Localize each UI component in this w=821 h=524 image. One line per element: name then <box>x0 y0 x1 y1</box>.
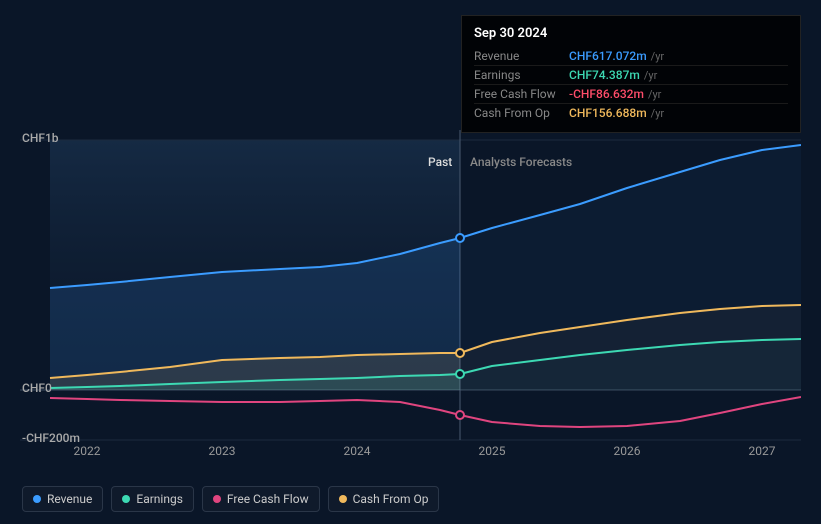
tooltip-date: Sep 30 2024 <box>474 26 788 41</box>
tooltip-metric-value: -CHF86.632m <box>569 87 644 101</box>
tooltip-metric-unit: /yr <box>651 107 664 120</box>
tooltip-metric-value: CHF74.387m <box>569 68 640 82</box>
y-axis-label: -CHF200m <box>22 431 80 445</box>
tooltip-metric-label: Revenue <box>474 49 569 63</box>
x-axis-label: 2025 <box>479 444 506 458</box>
series-marker <box>455 348 465 358</box>
legend-dot-icon <box>213 495 221 503</box>
tooltip-metric-label: Free Cash Flow <box>474 87 569 101</box>
chart-legend: Revenue Earnings Free Cash Flow Cash From O… <box>22 486 439 512</box>
legend-item-label: Earnings <box>136 492 183 506</box>
x-axis-label: 2026 <box>614 444 641 458</box>
tooltip-metric-unit: /yr <box>648 88 661 101</box>
legend-dot-icon <box>122 495 130 503</box>
chart-tooltip: Sep 30 2024 RevenueCHF617.072m/yrEarning… <box>461 15 801 133</box>
series-marker <box>455 369 465 379</box>
x-axis-label: 2023 <box>209 444 236 458</box>
x-axis-label: 2024 <box>344 444 371 458</box>
y-axis-label: CHF1b <box>22 131 59 145</box>
tooltip-row: Free Cash Flow-CHF86.632m/yr <box>474 84 788 103</box>
tooltip-metric-value: CHF617.072m <box>569 49 647 63</box>
legend-item-revenue[interactable]: Revenue <box>22 486 103 512</box>
tooltip-metric-label: Cash From Op <box>474 106 569 120</box>
tooltip-metric-value: CHF156.688m <box>569 106 647 120</box>
x-axis-label: 2027 <box>749 444 776 458</box>
forecast-section-label: Analysts Forecasts <box>470 155 572 169</box>
tooltip-rows: RevenueCHF617.072m/yrEarningsCHF74.387m/… <box>474 47 788 122</box>
legend-item-label: Revenue <box>47 492 92 506</box>
legend-item-label: Free Cash Flow <box>227 492 309 506</box>
legend-item-free-cash-flow[interactable]: Free Cash Flow <box>202 486 320 512</box>
legend-item-cash-from-op[interactable]: Cash From Op <box>328 486 440 512</box>
tooltip-metric-unit: /yr <box>651 50 664 63</box>
legend-dot-icon <box>33 495 41 503</box>
y-axis-label: CHF0 <box>22 381 52 395</box>
tooltip-row: RevenueCHF617.072m/yr <box>474 47 788 65</box>
series-marker <box>455 410 465 420</box>
tooltip-metric-unit: /yr <box>644 69 657 82</box>
legend-item-label: Cash From Op <box>353 492 429 506</box>
past-section-label: Past <box>428 155 452 169</box>
tooltip-row: Cash From OpCHF156.688m/yr <box>474 103 788 122</box>
legend-dot-icon <box>339 495 347 503</box>
series-marker <box>455 233 465 243</box>
legend-item-earnings[interactable]: Earnings <box>111 486 194 512</box>
tooltip-row: EarningsCHF74.387m/yr <box>474 65 788 84</box>
x-axis-label: 2022 <box>74 444 101 458</box>
financial-forecast-chart: Sep 30 2024 RevenueCHF617.072m/yrEarning… <box>0 0 821 524</box>
tooltip-metric-label: Earnings <box>474 68 569 82</box>
